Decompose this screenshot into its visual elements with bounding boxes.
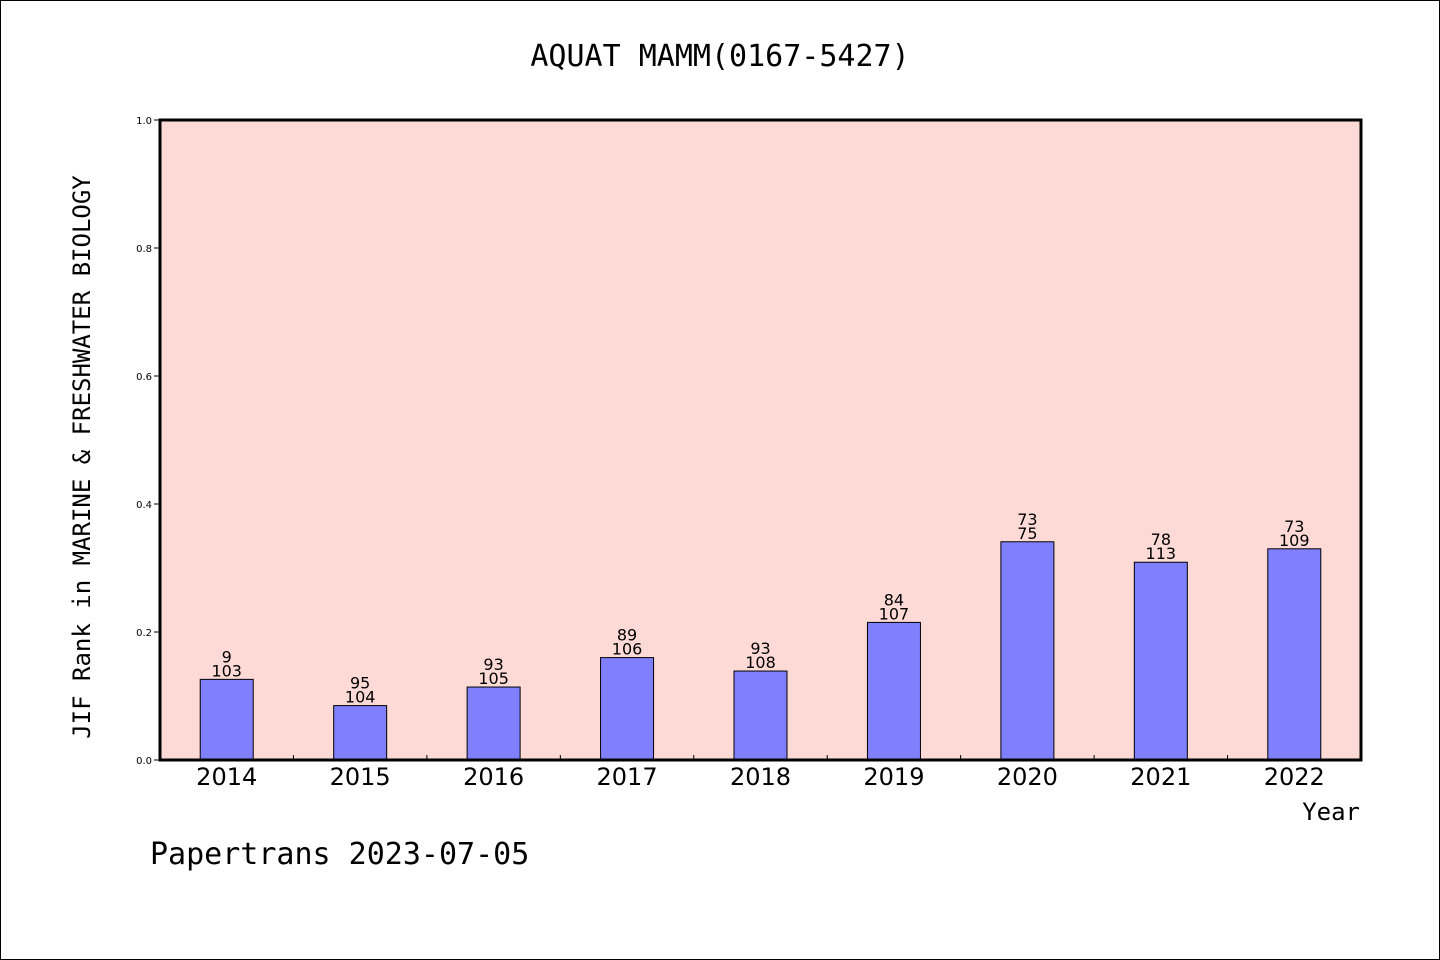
bar-2021 [1133,561,1188,761]
data-label-total: 105 [478,669,509,688]
data-label-total: 113 [1146,544,1177,563]
bar-2014 [199,678,254,761]
bar-2017 [600,657,655,761]
data-label-total: 103 [211,661,242,680]
bar-2018 [733,670,788,761]
x-tick-label: 2015 [330,763,391,791]
data-label-rank: 9 [222,647,232,666]
y-tick-label: 0.4 [136,500,152,511]
x-tick-label: 2016 [463,763,524,791]
data-label-total: 75 [1017,524,1037,543]
bar-2019 [866,621,921,761]
bar-2016 [466,686,521,761]
y-tick-label: 1.0 [136,116,152,127]
x-axis: 2014 2015 2016 2017 2018 2019 2020 2021 2022 [196,755,1325,791]
footer-text: Papertrans 2023-07-05 [150,837,529,872]
data-label-total: 107 [879,604,910,623]
data-label-total: 104 [345,688,376,707]
bar-2015 [333,705,388,761]
x-tick-label: 2019 [863,763,924,791]
x-tick-label: 2014 [196,763,257,791]
data-label-rank: 95 [350,674,370,693]
data-label-rank: 78 [1151,530,1171,549]
y-tick-label: 0.0 [136,756,152,767]
y-tick-label: 0.2 [136,628,152,639]
y-tick-label: 0.6 [136,372,152,383]
data-label-rank: 84 [884,590,904,609]
x-axis-title: Year [1302,798,1360,826]
plot-border [158,118,1363,762]
bar-2022 [1267,548,1322,761]
y-axis: 0.0 0.2 0.4 0.6 0.8 1.0 [136,116,160,767]
x-tick-label: 2018 [730,763,791,791]
x-tick-label: 2020 [997,763,1058,791]
x-tick-label: 2022 [1264,763,1325,791]
data-label-rank: 93 [483,655,503,674]
data-label-total: 109 [1279,531,1310,550]
bar-2020 [1000,541,1055,761]
y-axis-title: JIF Rank in MARINE & FRESHWATER BIOLOGY [68,175,96,739]
data-label-rank: 89 [617,626,637,645]
data-label-rank: 73 [1284,517,1304,536]
data-label-total: 108 [745,653,776,672]
data-label-rank: 73 [1017,510,1037,529]
data-label-rank: 93 [750,639,770,658]
chart-title: AQUAT MAMM(0167-5427) [530,39,909,74]
bars-group [199,541,1322,761]
x-tick-label: 2021 [1130,763,1191,791]
x-tick-label: 2017 [597,763,658,791]
y-tick-label: 0.8 [136,244,152,255]
data-label-total: 106 [612,640,643,659]
